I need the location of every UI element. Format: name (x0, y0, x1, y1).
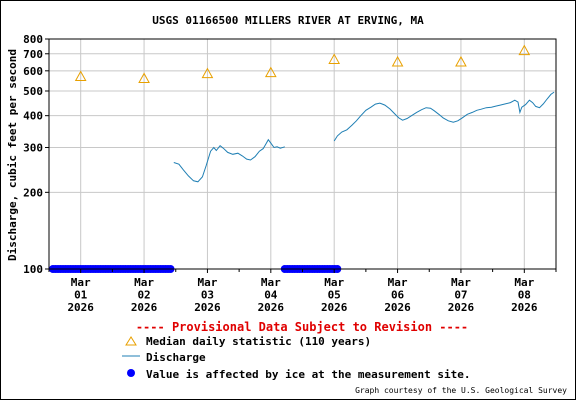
x-tick-label: Mar (451, 276, 471, 289)
discharge-lines (173, 91, 555, 183)
x-tick-label: 03 (201, 289, 214, 302)
y-tick-label: 700 (23, 48, 43, 61)
x-tick-label: 2026 (511, 301, 538, 314)
legend-discharge-label: Discharge (146, 351, 206, 364)
y-tick-label: 200 (23, 186, 43, 199)
legend-ice-label: Value is affected by ice at the measurem… (146, 368, 471, 381)
x-tick-label: Mar (388, 276, 408, 289)
x-tick-label: 07 (454, 289, 467, 302)
legend: Median daily statistic (110 years) Disch… (122, 335, 471, 381)
y-tick-label: 800 (23, 33, 43, 46)
x-tick-label: Mar (324, 276, 344, 289)
chart-title: USGS 01166500 MILLERS RIVER AT ERVING, M… (152, 14, 424, 27)
x-tick-label: 08 (518, 289, 531, 302)
median-daily-point (138, 72, 150, 83)
median-markers (74, 44, 531, 83)
x-tick-labels: Mar012026Mar022026Mar032026Mar042026Mar0… (48, 269, 557, 314)
x-tick-label: 2026 (67, 301, 94, 314)
x-tick-label: 01 (74, 289, 88, 302)
x-tick-label: Mar (198, 276, 218, 289)
x-tick-label: 2026 (258, 301, 285, 314)
legend-median-label: Median daily statistic (110 years) (146, 335, 371, 348)
y-tick-label: 300 (23, 141, 43, 154)
median-daily-point (328, 53, 341, 64)
legend-median-triangle-icon (125, 336, 137, 346)
y-tick-label: 400 (23, 110, 43, 123)
x-tick-label: Mar (134, 276, 154, 289)
median-daily-point (518, 44, 531, 56)
x-tick-label: 02 (137, 289, 150, 302)
x-tick-label: 2026 (448, 301, 475, 314)
x-tick-label: 2026 (321, 301, 348, 314)
x-tick-label: 06 (391, 289, 405, 302)
discharge-series-line (173, 138, 285, 183)
usgs-credit: Graph courtesy of the U.S. Geological Su… (355, 386, 567, 395)
y-tick-label: 100 (23, 263, 43, 276)
discharge-series-line (333, 91, 555, 142)
x-tick-label: Mar (514, 276, 534, 289)
legend-ice-dot-icon (127, 369, 135, 377)
y-tick-labels: 100 200 300 400 500 600 700 800 (23, 33, 49, 276)
grid-lines (49, 38, 556, 270)
median-daily-point (264, 66, 277, 78)
y-axis-label: Discharge, cubic feet per second (6, 49, 19, 261)
x-tick-label: 05 (328, 289, 341, 302)
x-tick-label: 2026 (384, 301, 411, 314)
x-tick-label: 2026 (131, 301, 158, 314)
median-daily-point (455, 55, 467, 67)
x-tick-label: 04 (264, 289, 278, 302)
median-daily-point (201, 67, 214, 79)
y-tick-label: 600 (23, 65, 43, 78)
median-daily-point (74, 70, 87, 81)
provisional-notice: ---- Provisional Data Subject to Revisio… (136, 320, 468, 334)
plot-border (48, 38, 557, 270)
x-tick-label: 2026 (194, 301, 221, 314)
x-tick-label: Mar (261, 276, 281, 289)
x-tick-label: Mar (71, 276, 91, 289)
median-daily-point (391, 55, 404, 67)
y-tick-label: 500 (23, 85, 43, 98)
